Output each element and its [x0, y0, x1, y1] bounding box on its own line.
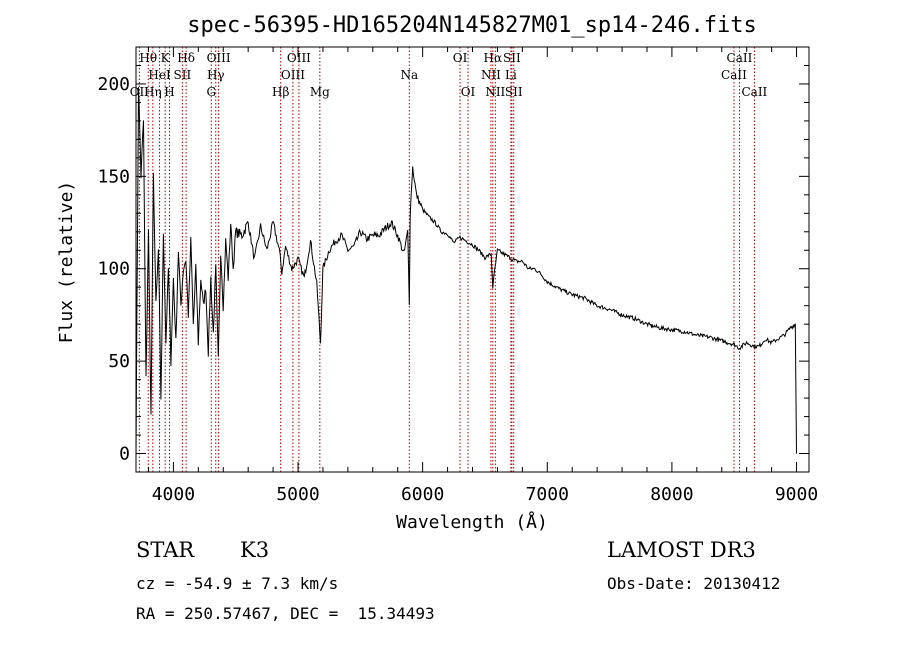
line-label: Na — [400, 68, 418, 82]
line-label: NII — [481, 68, 501, 82]
x-axis: 4000 5000 6000 7000 8000 9000 — [147, 47, 818, 505]
line-label: Hα — [484, 51, 503, 65]
line-label: SII — [503, 51, 521, 65]
spectrum-line — [135, 87, 797, 460]
y-tick-label: 150 — [97, 166, 130, 187]
x-axis-label: Wavelength (Å) — [396, 511, 548, 533]
coordinates-text: RA = 250.57467, DEC = 15.34493 — [136, 604, 435, 623]
x-tick-label: 9000 — [775, 484, 818, 505]
line-label: K — [161, 51, 171, 65]
velocity-text: cz = -54.9 ± 7.3 km/s — [136, 574, 339, 593]
line-label: NII — [485, 85, 505, 99]
y-tick-label: 200 — [97, 74, 130, 95]
x-tick-label: 8000 — [650, 484, 693, 505]
spectrum-layer — [135, 87, 797, 460]
line-label: Mg — [310, 85, 330, 99]
line-label: SII — [505, 85, 523, 99]
y-axis-label: Flux (relative) — [56, 181, 77, 344]
line-label: OIII — [281, 68, 305, 82]
plot-frame — [135, 46, 810, 473]
line-label: OII — [130, 85, 150, 99]
line-label: CaII — [727, 51, 753, 65]
y-tick-label: 100 — [97, 259, 130, 280]
line-label: H — [164, 85, 174, 99]
x-tick-label: 6000 — [401, 484, 444, 505]
line-label: CaII — [741, 85, 767, 99]
line-label: OI — [461, 85, 476, 99]
line-label: G — [206, 85, 216, 99]
line-label: OI — [453, 51, 468, 65]
y-tick-label: 0 — [119, 444, 130, 465]
y-axis: 0 50 100 150 200 — [97, 64, 809, 465]
line-label: Hη — [144, 85, 162, 99]
line-label: Hγ — [207, 68, 225, 82]
object-class: STAR — [136, 538, 195, 562]
line-label: HeI — [148, 68, 171, 82]
line-label: CaII — [721, 68, 747, 82]
line-label: OIII — [287, 51, 311, 65]
x-tick-label: 5000 — [276, 484, 319, 505]
line-label: SII — [174, 68, 192, 82]
line-markers — [138, 47, 755, 472]
obs-date: Obs-Date: 20130412 — [607, 574, 781, 593]
chart-title: spec-56395-HD165204N145827M01_sp14-246.f… — [187, 13, 757, 38]
y-tick-label: 50 — [108, 351, 130, 372]
line-label: Hθ — [139, 51, 157, 65]
x-tick-label: 7000 — [526, 484, 569, 505]
object-subclass: K3 — [240, 538, 270, 562]
line-label: OIII — [207, 51, 231, 65]
line-label: Hβ — [272, 85, 289, 99]
line-label: Li — [505, 68, 517, 82]
x-tick-label: 4000 — [152, 484, 195, 505]
line-label: Hδ — [177, 51, 195, 65]
survey-name: LAMOST DR3 — [607, 538, 756, 562]
